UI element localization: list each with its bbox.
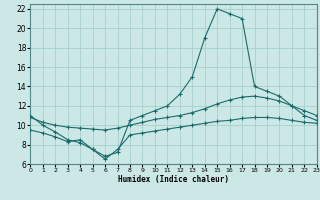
X-axis label: Humidex (Indice chaleur): Humidex (Indice chaleur) <box>118 175 229 184</box>
